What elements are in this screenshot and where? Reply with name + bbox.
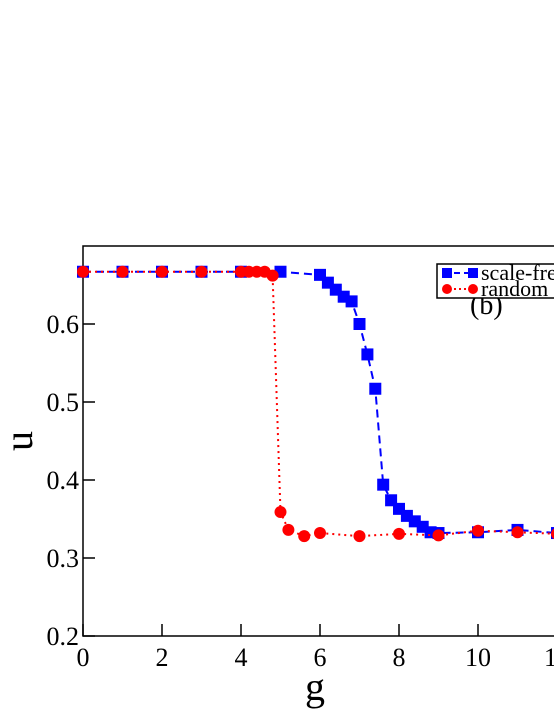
x-tick-label: 4 — [235, 643, 248, 672]
legend-marker — [468, 284, 478, 294]
legend-label: scale-free — [481, 260, 554, 285]
data-point — [345, 295, 358, 308]
y-tick-label: 0.5 — [47, 388, 80, 417]
y-tick-label: 0.6 — [47, 310, 80, 339]
legend-marker — [442, 268, 452, 278]
data-point — [274, 505, 287, 518]
data-point — [282, 523, 295, 536]
data-point — [472, 524, 484, 537]
data-point — [77, 265, 89, 278]
data-point — [393, 527, 405, 540]
data-point — [266, 269, 279, 282]
x-tick-label: 0 — [77, 643, 90, 672]
data-point — [361, 348, 374, 361]
legend-marker — [442, 284, 452, 294]
legend-box — [436, 263, 554, 299]
data-point — [551, 528, 554, 540]
data-point — [298, 530, 311, 543]
x-tick-label: 12 — [544, 643, 554, 672]
data-point — [369, 382, 382, 395]
data-point — [116, 265, 129, 278]
plot-frame — [82, 245, 554, 637]
data-point — [432, 529, 445, 542]
x-tick-label: 6 — [314, 643, 327, 672]
x-axis-label: g — [305, 664, 325, 709]
data-point — [156, 265, 168, 278]
data-point — [195, 265, 208, 278]
data-point — [353, 530, 366, 543]
legend-marker — [468, 268, 478, 278]
x-tick-label: 2 — [156, 643, 169, 672]
y-tick-label: 0.2 — [47, 622, 80, 651]
data-point — [353, 318, 366, 330]
y-tick-label: 0.3 — [47, 544, 80, 573]
x-tick-label: 10 — [465, 643, 491, 672]
y-tick-label: 0.4 — [47, 466, 80, 495]
data-point — [377, 478, 390, 491]
legend-label: random — [481, 276, 548, 301]
x-tick-label: 8 — [393, 643, 406, 672]
data-point — [314, 527, 326, 540]
y-axis-label: u — [0, 431, 41, 451]
data-point — [511, 526, 524, 539]
